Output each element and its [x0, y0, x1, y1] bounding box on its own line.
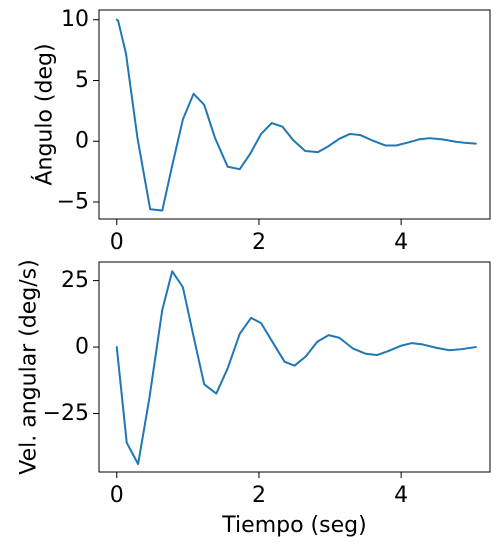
angular-velocity-plot-ticks: 0 2 4 −25 0 25 [43, 268, 409, 508]
angular-velocity-plot-frame [98, 261, 491, 473]
angular-velocity-plot-xtick-label: 4 [394, 483, 408, 508]
angle-plot-ytick-label: 5 [75, 68, 89, 93]
angular-velocity-plot-xlabel: Tiempo (seg) [221, 513, 366, 538]
angular-velocity-plot: 0 2 4 −25 0 25 Vel. angular (deg/s) Tiempo (s… [17, 259, 491, 538]
angular-velocity-plot-ytick-label: 25 [61, 268, 89, 293]
angle-plot-series [115, 18, 477, 212]
angle-plot-xtick-label: 0 [110, 230, 124, 255]
angular-velocity-plot-series-line [115, 270, 477, 466]
angle-plot-ytick-label: −5 [57, 189, 89, 214]
angular-velocity-plot-xtick-label: 2 [252, 483, 266, 508]
angular-velocity-plot-series [115, 270, 477, 466]
angular-velocity-plot-ylabel: Vel. angular (deg/s) [17, 259, 42, 474]
angle-plot-series-line [115, 18, 477, 212]
angle-plot-xtick-label: 4 [394, 230, 408, 255]
angle-plot-ytick-label: 10 [61, 7, 89, 32]
angle-plot-ylabel: Ángulo (deg) [32, 43, 58, 185]
angle-plot-frame [98, 9, 491, 220]
angular-velocity-plot-xtick-label: 0 [110, 483, 124, 508]
angle-plot: 0 2 4 −5 0 5 10 Ángulo (deg) [32, 7, 491, 255]
angle-plot-xtick-label: 2 [252, 230, 266, 255]
angle-plot-ticks: 0 2 4 −5 0 5 10 [57, 7, 409, 255]
angular-velocity-plot-ytick-label: −25 [43, 401, 89, 426]
angle-plot-ytick-label: 0 [75, 129, 89, 154]
angular-velocity-plot-ytick-label: 0 [75, 335, 89, 360]
